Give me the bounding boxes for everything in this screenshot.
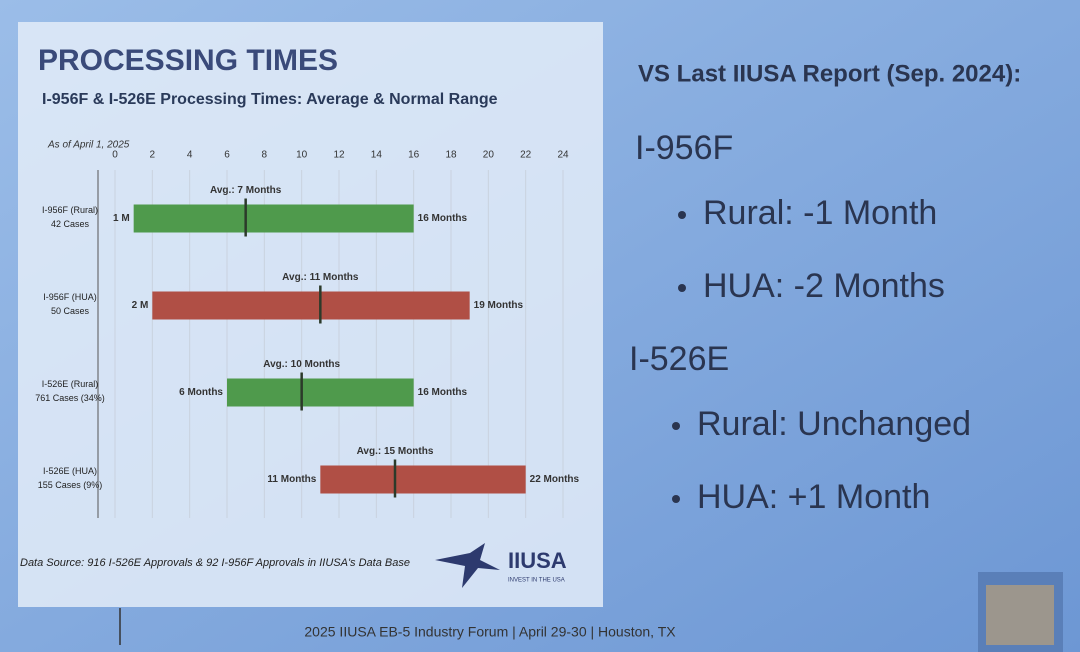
category-label: I-956F (Rural) [42,205,98,215]
range-bar [133,204,414,233]
corner-logo-mark [986,585,1054,645]
x-tick-label: 8 [262,150,268,161]
avg-label: Avg.: 15 Months [357,446,434,457]
bullet-item: HUA: +1 Month [697,478,930,516]
slide-title: PROCESSING TIMES [38,44,338,77]
low-label: 11 Months [267,474,316,485]
category-label: I-526E (HUA) [43,466,97,476]
x-tick-label: 20 [483,150,495,161]
chart-subtitle: As of April 1, 2025 [47,140,130,151]
x-tick-label: 10 [296,150,308,161]
bullet [672,422,680,430]
bullet-item: HUA: -2 Months [703,267,945,305]
avg-label: Avg.: 11 Months [282,272,359,283]
category-note: 155 Cases (9%) [38,480,103,490]
avg-label: Avg.: 7 Months [210,185,282,196]
plot: 0 2 4 6 8 10 12 14 16 18 20 22 24I-956F (Rural)42 Ca… [35,150,580,518]
x-tick-label: 2 [150,150,156,161]
low-label: 6 Months [179,387,223,398]
data-source: Data Source: 916 I-526E Approvals & 92 I… [20,557,410,569]
high-label: 16 Months [418,387,468,398]
high-label: 16 Months [418,213,468,224]
x-tick-label: 6 [224,150,230,161]
range-bar [320,465,526,494]
x-tick-label: 18 [445,150,457,161]
x-tick-label: 14 [371,150,383,161]
x-tick-label: 16 [408,150,420,161]
comparison: VS Last IIUSA Report (Sep. 2024): I-956F R… [629,60,1021,516]
bullet-item: Rural: -1 Month [703,194,937,232]
logo-name: IIUSA [508,548,567,573]
bullet-item: Rural: Unchanged [697,405,971,443]
chart-title: I-956F & I-526E Processing Times: Averag… [42,91,498,108]
x-tick-label: 4 [187,150,193,161]
x-tick-label: 22 [520,150,532,161]
low-label: 1 M [113,213,130,224]
avg-label: Avg.: 10 Months [263,359,340,370]
footer: 2025 IIUSA EB-5 Industry Forum | April 2… [304,624,676,640]
x-tick-label: 12 [333,150,345,161]
category-note: 42 Cases [51,219,90,229]
bullet [672,495,680,503]
x-tick-label: 0 [112,150,118,161]
section-title: I-526E [629,340,729,378]
comparison-heading: VS Last IIUSA Report (Sep. 2024): [638,60,1021,87]
bullet [678,211,686,219]
category-label: I-956F (HUA) [43,292,97,302]
range-bar [227,378,414,407]
bullet [678,284,686,292]
section-title: I-956F [635,129,733,167]
x-tick-label: 24 [557,150,569,161]
high-label: 19 Months [474,300,524,311]
category-note: 761 Cases (34%) [35,393,105,403]
logo-tagline: INVEST IN THE USA [508,578,565,584]
logo-star [435,543,500,588]
category-note: 50 Cases [51,306,90,316]
high-label: 22 Months [530,474,580,485]
category-label: I-526E (Rural) [42,379,99,389]
range-bar [152,291,470,320]
low-label: 2 M [132,300,149,311]
